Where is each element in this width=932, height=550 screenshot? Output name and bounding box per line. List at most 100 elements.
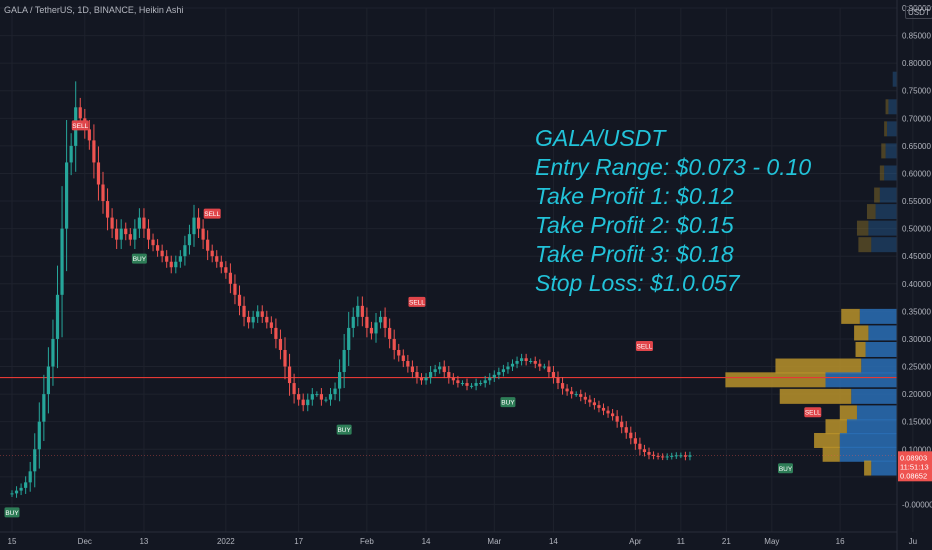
price-axis[interactable]: 0.90000 0.85000 0.80000 0.75000 0.70000 0.650… — [896, 0, 932, 550]
candle-body — [115, 228, 119, 240]
volume-profile-bar-up — [846, 419, 897, 435]
volume-profile — [725, 71, 897, 476]
volume-profile-bar-down — [884, 121, 887, 137]
candle-body — [24, 482, 28, 488]
candle-body — [474, 383, 478, 386]
candle-body — [183, 245, 187, 257]
candle-body — [570, 391, 574, 395]
take-profit-2: Take Profit 2: $0.15 — [535, 212, 734, 238]
candle-body — [160, 250, 164, 257]
buy-signal-label: BUY — [501, 400, 515, 407]
price-tick-label: 0.90000 — [902, 4, 931, 13]
volume-profile-bar-down — [881, 143, 886, 159]
candle-body — [583, 396, 587, 400]
candle-body — [560, 383, 565, 389]
candle-body — [479, 383, 483, 385]
buy-signal-label: BUY — [337, 427, 351, 434]
candle-body — [28, 471, 32, 483]
candle-body — [515, 361, 519, 364]
price-tick-label: 0.50000 — [902, 225, 931, 234]
candle-body — [679, 455, 683, 457]
time-tick-label: Apr — [629, 537, 642, 546]
candle-body — [388, 327, 392, 339]
candle-body — [629, 432, 633, 439]
candle-body — [642, 449, 647, 453]
sell-signal-badge — [71, 120, 89, 131]
candle-body — [483, 380, 487, 384]
current-price-tag — [898, 451, 932, 482]
buy-signal-badge — [500, 397, 516, 408]
volume-profile-bar-down — [866, 204, 876, 220]
candle-body — [510, 363, 515, 367]
buy-signal-badge — [4, 507, 20, 518]
volume-profile-bar-down — [854, 325, 869, 341]
candle-body — [656, 455, 660, 457]
candle-body — [529, 361, 533, 363]
candle-body — [55, 294, 60, 339]
candle-body — [151, 239, 155, 246]
volume-profile-bar-up — [888, 99, 897, 115]
candle-body — [233, 283, 237, 295]
buy-signal-label: BUY — [5, 510, 19, 517]
candle-body — [688, 455, 692, 457]
low-price-value: 0.08652 — [900, 471, 927, 480]
candle-body — [92, 140, 96, 163]
candle-body — [196, 217, 201, 229]
candle-body — [579, 394, 583, 397]
volume-profile-bar-up — [892, 71, 897, 87]
price-tick-label: -0.00000 — [902, 500, 932, 509]
candle-body — [201, 228, 205, 240]
candle-body — [292, 383, 296, 395]
volume-profile-bar-down — [874, 187, 880, 203]
candle-body — [542, 366, 546, 368]
sell-signal-badge — [635, 341, 653, 352]
sell-signal-label: SELL — [636, 344, 652, 351]
volume-profile-bar-down — [885, 99, 889, 115]
candle-body — [10, 493, 14, 495]
price-tick-label: 0.80000 — [902, 59, 931, 68]
candle-body — [128, 234, 132, 240]
price-tick-label: 0.25000 — [902, 363, 931, 372]
volume-profile-bar-up — [875, 204, 897, 220]
sell-signal-label: SELL — [72, 123, 88, 130]
candle-body — [492, 374, 496, 378]
price-tick-label: 0.15000 — [902, 418, 931, 427]
volume-profile-bar-up — [871, 460, 897, 476]
volume-profile-bar-up — [868, 220, 897, 236]
time-tick-label: Dec — [78, 537, 92, 546]
time-tick-label: 11 — [677, 537, 686, 546]
volume-profile-bar-up — [865, 341, 897, 357]
volume-profile-bar-up — [839, 432, 897, 448]
volume-profile-bar-down — [864, 460, 872, 476]
candle-body — [165, 256, 169, 262]
time-tick-label: 15 — [8, 537, 17, 546]
candle-body — [251, 316, 255, 323]
currency-unit[interactable]: USDT — [905, 6, 932, 19]
candle-body — [342, 349, 346, 373]
volume-profile-bar-down — [856, 220, 869, 236]
volume-profile-bar-down — [814, 432, 840, 448]
time-tick-label: 17 — [294, 537, 303, 546]
time-tick-label: Mar — [487, 537, 501, 546]
candle-body — [347, 327, 351, 350]
volume-profile-bar-down — [825, 419, 847, 435]
buy-signal-badge — [336, 424, 352, 435]
candle-body — [324, 399, 328, 401]
candle-body — [383, 316, 387, 328]
volume-profile-bar-up — [871, 237, 897, 253]
candle-body — [110, 217, 114, 229]
price-tick-label: 0.75000 — [902, 87, 931, 96]
candle-body — [397, 349, 401, 356]
candle-body — [274, 327, 278, 339]
candle-body — [33, 449, 37, 472]
candle-body — [538, 363, 542, 367]
candle-body — [328, 394, 333, 400]
time-axis[interactable]: 15 Dec 13 2022 17 Feb 14 Mar 14 Apr 11 21 May 16 Ju — [0, 531, 917, 546]
candle-body — [597, 405, 601, 408]
take-profit-1: Take Profit 1: $0.12 — [535, 183, 734, 209]
candle-body — [283, 349, 287, 367]
candle-body — [533, 361, 537, 364]
time-tick-label: Ju — [909, 537, 917, 546]
volume-profile-bar-down — [725, 372, 826, 388]
